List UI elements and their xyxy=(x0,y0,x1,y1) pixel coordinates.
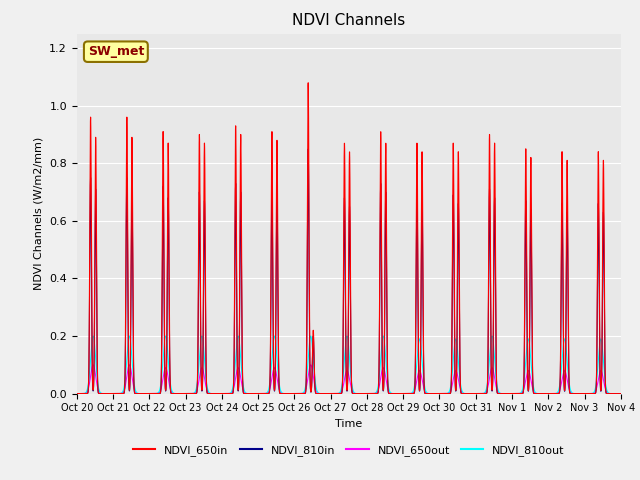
NDVI_650in xyxy=(73,391,81,396)
NDVI_650out xyxy=(276,389,284,395)
NDVI_810in xyxy=(617,391,625,396)
NDVI_810in xyxy=(184,391,191,396)
NDVI_810in xyxy=(189,391,197,396)
X-axis label: Time: Time xyxy=(335,419,362,429)
NDVI_650out xyxy=(90,362,97,368)
NDVI_650in xyxy=(424,391,431,396)
NDVI_810in xyxy=(73,391,81,396)
NDVI_650in xyxy=(305,80,312,85)
NDVI_650in xyxy=(276,391,284,396)
NDVI_810out xyxy=(424,390,431,396)
Line: NDVI_650in: NDVI_650in xyxy=(77,83,621,394)
Title: NDVI Channels: NDVI Channels xyxy=(292,13,405,28)
NDVI_650in xyxy=(184,391,191,396)
Line: NDVI_810out: NDVI_810out xyxy=(77,336,621,394)
NDVI_650out xyxy=(189,391,197,396)
NDVI_810in xyxy=(615,391,623,396)
Text: SW_met: SW_met xyxy=(88,45,144,58)
Line: NDVI_650out: NDVI_650out xyxy=(77,365,621,394)
NDVI_810out xyxy=(90,333,97,339)
NDVI_810in xyxy=(305,146,312,152)
Line: NDVI_810in: NDVI_810in xyxy=(77,149,621,394)
Legend: NDVI_650in, NDVI_810in, NDVI_650out, NDVI_810out: NDVI_650in, NDVI_810in, NDVI_650out, NDV… xyxy=(129,440,569,460)
NDVI_810in xyxy=(424,391,431,396)
NDVI_810out xyxy=(73,391,81,396)
NDVI_810out xyxy=(617,391,625,396)
Y-axis label: NDVI Channels (W/m2/mm): NDVI Channels (W/m2/mm) xyxy=(34,137,44,290)
NDVI_650out xyxy=(615,391,623,396)
NDVI_650out xyxy=(617,391,625,396)
NDVI_810out xyxy=(189,391,197,396)
NDVI_650out xyxy=(501,391,509,396)
NDVI_810out xyxy=(276,387,284,393)
NDVI_650in xyxy=(615,391,623,396)
NDVI_650in xyxy=(617,391,625,396)
NDVI_650out xyxy=(184,391,191,396)
NDVI_810out xyxy=(184,391,191,396)
NDVI_810out xyxy=(615,391,623,396)
NDVI_650out xyxy=(424,391,431,396)
NDVI_810out xyxy=(501,391,509,396)
NDVI_650in xyxy=(501,391,509,396)
NDVI_650out xyxy=(73,391,81,396)
NDVI_810in xyxy=(276,391,284,396)
NDVI_810in xyxy=(501,391,509,396)
NDVI_650in xyxy=(189,391,197,396)
